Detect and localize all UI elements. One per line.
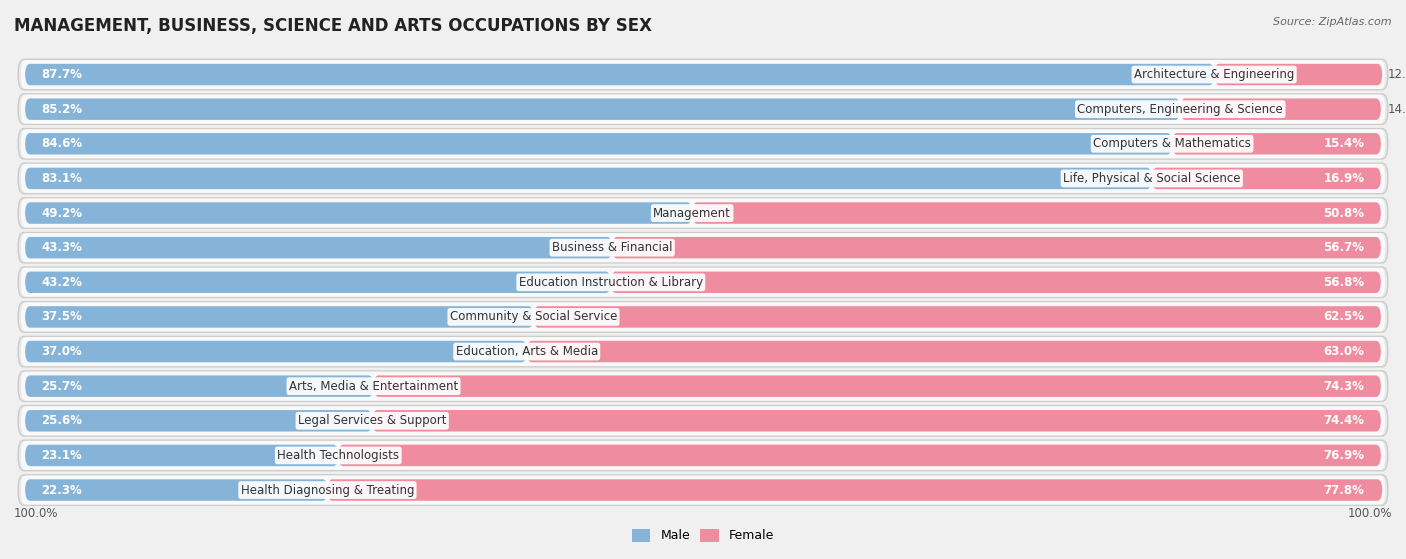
Text: 87.7%: 87.7% — [42, 68, 83, 81]
Text: 56.7%: 56.7% — [1323, 241, 1364, 254]
FancyBboxPatch shape — [25, 376, 374, 397]
FancyBboxPatch shape — [18, 129, 1388, 159]
FancyBboxPatch shape — [328, 479, 1382, 501]
Text: 100.0%: 100.0% — [1347, 507, 1392, 520]
Text: 14.8%: 14.8% — [1388, 103, 1406, 116]
FancyBboxPatch shape — [25, 479, 328, 501]
FancyBboxPatch shape — [21, 60, 1385, 89]
FancyBboxPatch shape — [25, 410, 373, 432]
Text: 77.8%: 77.8% — [1323, 484, 1364, 496]
Text: Legal Services & Support: Legal Services & Support — [298, 414, 447, 427]
FancyBboxPatch shape — [1180, 98, 1381, 120]
Text: 49.2%: 49.2% — [42, 206, 83, 220]
Text: 50.8%: 50.8% — [1323, 206, 1364, 220]
Text: 37.0%: 37.0% — [42, 345, 83, 358]
FancyBboxPatch shape — [21, 233, 1385, 262]
FancyBboxPatch shape — [21, 406, 1385, 435]
FancyBboxPatch shape — [1173, 133, 1381, 154]
Text: 56.8%: 56.8% — [1323, 276, 1364, 289]
FancyBboxPatch shape — [18, 475, 1388, 505]
Text: Management: Management — [654, 206, 731, 220]
Text: 25.6%: 25.6% — [42, 414, 83, 427]
FancyBboxPatch shape — [21, 441, 1385, 470]
FancyBboxPatch shape — [18, 59, 1388, 90]
Text: 62.5%: 62.5% — [1323, 310, 1364, 324]
FancyBboxPatch shape — [374, 376, 1381, 397]
FancyBboxPatch shape — [25, 237, 612, 258]
FancyBboxPatch shape — [1152, 168, 1381, 189]
Text: 83.1%: 83.1% — [42, 172, 83, 185]
Text: 63.0%: 63.0% — [1323, 345, 1364, 358]
FancyBboxPatch shape — [21, 94, 1385, 124]
Text: Business & Financial: Business & Financial — [553, 241, 672, 254]
Legend: Male, Female: Male, Female — [627, 524, 779, 547]
FancyBboxPatch shape — [21, 302, 1385, 331]
Text: Computers & Mathematics: Computers & Mathematics — [1094, 138, 1251, 150]
Text: 74.3%: 74.3% — [1323, 380, 1364, 392]
FancyBboxPatch shape — [21, 337, 1385, 366]
Text: 16.9%: 16.9% — [1323, 172, 1364, 185]
FancyBboxPatch shape — [18, 302, 1388, 332]
Text: 23.1%: 23.1% — [42, 449, 83, 462]
Text: 74.4%: 74.4% — [1323, 414, 1364, 427]
FancyBboxPatch shape — [25, 341, 527, 362]
Text: 84.6%: 84.6% — [42, 138, 83, 150]
FancyBboxPatch shape — [533, 306, 1381, 328]
FancyBboxPatch shape — [25, 306, 533, 328]
FancyBboxPatch shape — [25, 202, 692, 224]
FancyBboxPatch shape — [18, 440, 1388, 471]
FancyBboxPatch shape — [339, 445, 1381, 466]
FancyBboxPatch shape — [21, 372, 1385, 401]
Text: 43.2%: 43.2% — [42, 276, 83, 289]
FancyBboxPatch shape — [610, 272, 1381, 293]
FancyBboxPatch shape — [527, 341, 1381, 362]
Text: 85.2%: 85.2% — [42, 103, 83, 116]
FancyBboxPatch shape — [18, 371, 1388, 401]
FancyBboxPatch shape — [25, 168, 1152, 189]
FancyBboxPatch shape — [18, 233, 1388, 263]
FancyBboxPatch shape — [21, 268, 1385, 297]
FancyBboxPatch shape — [18, 267, 1388, 297]
Text: Architecture & Engineering: Architecture & Engineering — [1135, 68, 1295, 81]
Text: 12.4%: 12.4% — [1388, 68, 1406, 81]
FancyBboxPatch shape — [692, 202, 1381, 224]
Text: Life, Physical & Social Science: Life, Physical & Social Science — [1063, 172, 1240, 185]
FancyBboxPatch shape — [18, 94, 1388, 125]
Text: Health Technologists: Health Technologists — [277, 449, 399, 462]
Text: Health Diagnosing & Treating: Health Diagnosing & Treating — [240, 484, 415, 496]
Text: 37.5%: 37.5% — [42, 310, 83, 324]
FancyBboxPatch shape — [21, 129, 1385, 158]
Text: Arts, Media & Entertainment: Arts, Media & Entertainment — [288, 380, 458, 392]
Text: Computers, Engineering & Science: Computers, Engineering & Science — [1077, 103, 1284, 116]
FancyBboxPatch shape — [1215, 64, 1382, 86]
Text: 22.3%: 22.3% — [42, 484, 83, 496]
Text: 25.7%: 25.7% — [42, 380, 83, 392]
FancyBboxPatch shape — [25, 272, 610, 293]
Text: 15.4%: 15.4% — [1323, 138, 1364, 150]
Text: Education Instruction & Library: Education Instruction & Library — [519, 276, 703, 289]
FancyBboxPatch shape — [612, 237, 1381, 258]
FancyBboxPatch shape — [25, 133, 1173, 154]
Text: 100.0%: 100.0% — [14, 507, 59, 520]
Text: 76.9%: 76.9% — [1323, 449, 1364, 462]
FancyBboxPatch shape — [25, 445, 339, 466]
FancyBboxPatch shape — [18, 198, 1388, 228]
Text: Community & Social Service: Community & Social Service — [450, 310, 617, 324]
FancyBboxPatch shape — [18, 163, 1388, 193]
Text: 43.3%: 43.3% — [42, 241, 83, 254]
FancyBboxPatch shape — [373, 410, 1381, 432]
Text: Source: ZipAtlas.com: Source: ZipAtlas.com — [1274, 17, 1392, 27]
FancyBboxPatch shape — [25, 64, 1215, 86]
FancyBboxPatch shape — [21, 476, 1385, 505]
FancyBboxPatch shape — [21, 198, 1385, 228]
FancyBboxPatch shape — [25, 98, 1180, 120]
Text: Education, Arts & Media: Education, Arts & Media — [456, 345, 598, 358]
FancyBboxPatch shape — [18, 406, 1388, 436]
FancyBboxPatch shape — [21, 164, 1385, 193]
Text: MANAGEMENT, BUSINESS, SCIENCE AND ARTS OCCUPATIONS BY SEX: MANAGEMENT, BUSINESS, SCIENCE AND ARTS O… — [14, 17, 652, 35]
FancyBboxPatch shape — [18, 337, 1388, 367]
